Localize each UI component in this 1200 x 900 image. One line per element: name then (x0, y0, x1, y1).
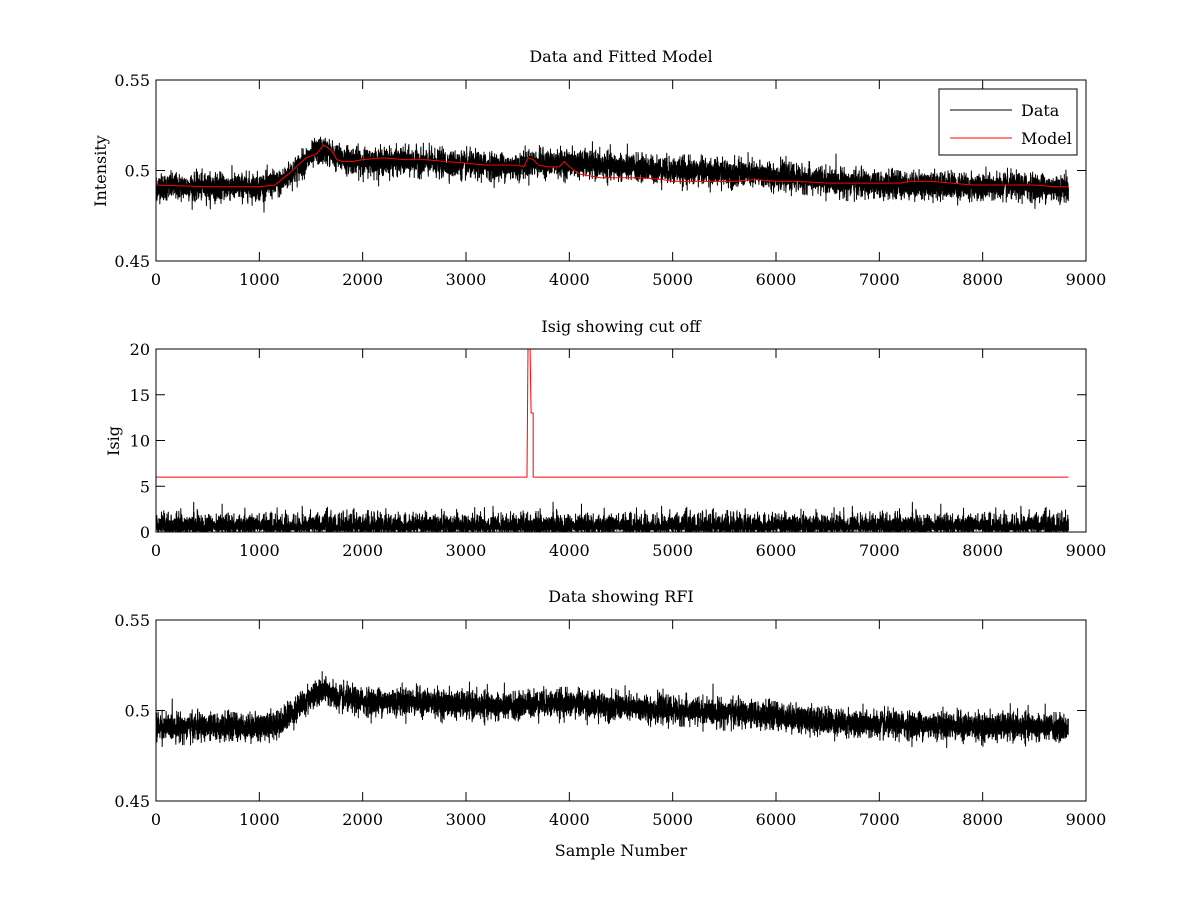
x-tick-label: 1000 (239, 810, 280, 829)
y-tick-label: 0.5 (125, 162, 150, 181)
series-line-model (156, 144, 1069, 188)
panel-title: Data showing RFI (548, 587, 693, 606)
y-tick-label: 0.45 (114, 792, 150, 811)
x-tick-label: 7000 (859, 270, 900, 289)
x-axis-label: Sample Number (555, 841, 688, 860)
y-tick-label: 20 (130, 340, 150, 359)
y-tick-label: 0.5 (125, 702, 150, 721)
series-layer (156, 349, 1069, 532)
y-tick-label: 10 (130, 432, 150, 451)
ticks-layer: 0 1000 2000 3000 4000 5000 6000 7000 8000 9000 0.4… (114, 71, 1106, 289)
series-layer (156, 136, 1069, 213)
legend-label-model: Model (1021, 129, 1072, 148)
x-tick-label: 2000 (342, 270, 383, 289)
panel-data-showing-rfi: Data showing RFI Sample Number 0 1000 2000… (114, 587, 1106, 860)
panel-title: Data and Fitted Model (529, 47, 712, 66)
y-tick-label: 0.45 (114, 252, 150, 271)
y-tick-label: 15 (130, 386, 150, 405)
series-line-signal (156, 501, 1069, 532)
x-tick-label: 9000 (1066, 541, 1107, 560)
x-tick-label: 6000 (756, 541, 797, 560)
x-tick-label: 4000 (549, 541, 590, 560)
panel-title: Isig showing cut off (541, 317, 702, 336)
legend: Data Model (938, 88, 1078, 156)
x-tick-label: 6000 (756, 810, 797, 829)
x-tick-label: 7000 (859, 810, 900, 829)
x-tick-label: 0 (151, 810, 161, 829)
x-tick-label: 7000 (859, 541, 900, 560)
x-tick-label: 8000 (962, 810, 1003, 829)
x-tick-label: 9000 (1066, 270, 1107, 289)
plot-area (156, 349, 1086, 532)
x-tick-label: 0 (151, 541, 161, 560)
x-tick-label: 8000 (962, 270, 1003, 289)
x-tick-label: 5000 (652, 541, 693, 560)
x-tick-label: 4000 (549, 810, 590, 829)
y-axis-label: Isig (104, 426, 123, 456)
y-axis-label: Intensity (91, 135, 110, 207)
x-tick-label: 5000 (652, 810, 693, 829)
x-tick-label: 9000 (1066, 810, 1107, 829)
y-tick-label: 0.55 (114, 71, 150, 90)
x-tick-label: 3000 (446, 270, 487, 289)
x-tick-label: 1000 (239, 270, 280, 289)
x-tick-label: 2000 (342, 541, 383, 560)
x-tick-label: 3000 (446, 541, 487, 560)
ticks-layer: 0 1000 2000 3000 4000 5000 6000 7000 8000 9000 0 5 1… (130, 340, 1107, 560)
x-tick-label: 3000 (446, 810, 487, 829)
y-tick-label: 0 (140, 523, 150, 542)
panel-data-and-fitted-model: Data and Fitted Model Intensity 0 1000 200… (91, 47, 1106, 289)
x-tick-label: 2000 (342, 810, 383, 829)
series-line-signal (156, 671, 1069, 749)
series-layer (156, 671, 1069, 749)
ticks-layer: 0 1000 2000 3000 4000 5000 6000 7000 8000 9000 0.4… (114, 611, 1106, 829)
legend-label-data: Data (1021, 101, 1060, 120)
x-tick-label: 1000 (239, 541, 280, 560)
x-tick-label: 0 (151, 270, 161, 289)
x-tick-label: 5000 (652, 270, 693, 289)
panel-isig-showing-cut-off: Isig showing cut off Isig 0 1000 2000 3000 4… (104, 317, 1106, 560)
x-tick-label: 4000 (549, 270, 590, 289)
x-tick-label: 6000 (756, 270, 797, 289)
legend-box (938, 88, 1078, 156)
series-line-data (156, 136, 1069, 213)
y-tick-label: 0.55 (114, 611, 150, 630)
series-line-threshold (156, 349, 1069, 478)
y-tick-label: 5 (140, 477, 150, 496)
x-tick-label: 8000 (962, 541, 1003, 560)
